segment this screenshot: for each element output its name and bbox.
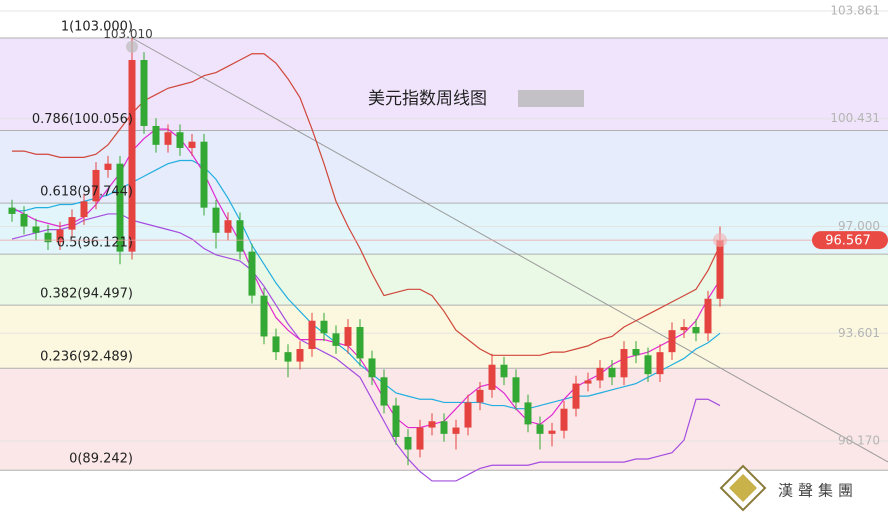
candle-body [332, 333, 340, 346]
y-tick-label: 90.170 [838, 434, 880, 448]
candle-body [716, 240, 724, 299]
candle-body [584, 380, 592, 384]
candle-body [104, 163, 112, 170]
candle-body [188, 141, 196, 148]
fib-label: 0.618(97.744) [40, 185, 133, 200]
candle-body [704, 298, 712, 334]
candle-body [524, 402, 532, 425]
candle-body [32, 226, 40, 233]
candle-body [488, 364, 496, 390]
candle-body [560, 408, 568, 431]
candle-body [176, 132, 184, 148]
candle-body [236, 220, 244, 252]
candle-body [440, 421, 448, 434]
candle-body [320, 320, 328, 334]
logo-mark [729, 474, 757, 502]
candle-body [272, 336, 280, 353]
brand: 漢聲集團 [778, 482, 858, 500]
fib-zone [0, 254, 888, 306]
candle-body [548, 430, 556, 434]
fib-zone [0, 203, 888, 255]
fib-label: 0.382(94.497) [40, 287, 133, 302]
candle-body [416, 427, 424, 450]
candle-body [428, 421, 436, 428]
high-marker [126, 40, 138, 53]
fib-label: 0.5(96.121) [57, 236, 133, 251]
candle-body [92, 169, 100, 202]
candle-body [200, 141, 208, 208]
candle-body [44, 232, 52, 243]
candle-body [56, 229, 64, 243]
candle-body [596, 367, 604, 381]
candle-body [572, 383, 580, 409]
candle-body [116, 163, 124, 252]
logo: 漢聲集團 [719, 464, 858, 512]
fib-zone [0, 130, 888, 204]
y-tick-label: 97.000 [838, 219, 880, 233]
high-label: 103.010 [103, 27, 153, 41]
candle-body [644, 355, 652, 375]
chart-title: 美元指数周线图 [368, 89, 487, 109]
candle-body [344, 327, 352, 346]
blurred-text [518, 90, 584, 107]
candle-body [80, 201, 88, 218]
candle-body [308, 320, 316, 350]
candle-body [452, 427, 460, 434]
candle-body [248, 251, 256, 296]
candle-body [656, 352, 664, 375]
candle-body [140, 60, 148, 126]
candle-body [500, 364, 508, 378]
candle-body [152, 125, 160, 145]
y-tick-label: 100.431 [830, 111, 880, 125]
candle-body [368, 358, 376, 378]
candle-body [356, 327, 364, 359]
trend-line [131, 37, 888, 463]
fib-zone [0, 38, 888, 131]
candle-body [620, 349, 628, 378]
fib-label: 1(103.000) [61, 20, 133, 35]
last-price-label: 96.567 [825, 234, 871, 249]
candle-body [632, 349, 640, 356]
candle-body [296, 349, 304, 362]
fib-zone [0, 305, 888, 369]
candle-body [20, 213, 28, 227]
candle-body [164, 132, 172, 145]
candle-body [284, 352, 292, 362]
candle-body [512, 377, 520, 403]
candle-body [680, 327, 688, 331]
fib-label: 0(89.242) [69, 452, 133, 467]
last-price-badge [812, 231, 888, 250]
candle-body [212, 207, 220, 233]
candle-body [464, 402, 472, 428]
candle-body [476, 389, 484, 403]
candle-body [380, 377, 388, 406]
candle-body [668, 330, 676, 353]
candle-body [224, 220, 232, 233]
candle-body [404, 436, 412, 450]
y-tick-label: 93.601 [838, 326, 880, 340]
candle-body [260, 295, 268, 337]
candle-body [536, 424, 544, 434]
candle-body [128, 60, 136, 252]
fib-label: 0.786(100.056) [32, 112, 133, 127]
fib-label: 0.236(92.489) [40, 350, 133, 365]
candle-body [392, 405, 400, 437]
candle-body [68, 217, 76, 230]
candle-body [608, 367, 616, 378]
candle-body [692, 327, 700, 334]
y-tick-label: 103.861 [830, 3, 880, 17]
candle-body [8, 207, 16, 214]
